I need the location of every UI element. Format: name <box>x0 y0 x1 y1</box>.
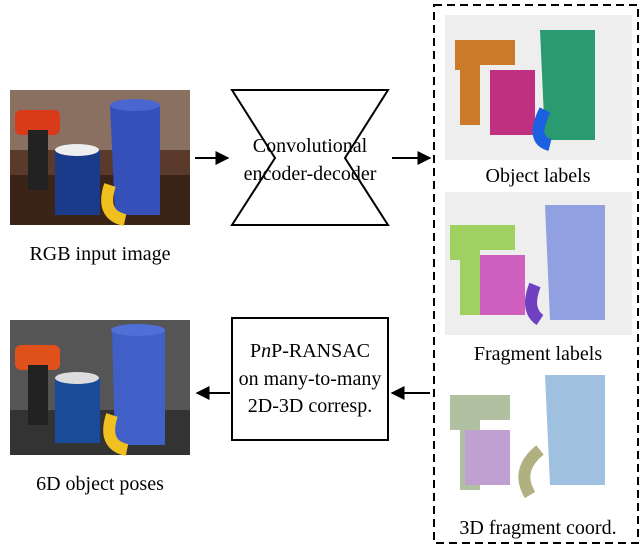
pnp-box <box>231 317 389 441</box>
fragment-labels-image <box>445 192 632 335</box>
output-label: 3D fragment coord. <box>459 517 616 539</box>
fragment-coord-image <box>445 368 632 510</box>
output-label: Object labels <box>486 165 591 187</box>
pnp-title-part: P <box>250 340 261 362</box>
input-image <box>10 90 190 226</box>
pnp-title-part: n <box>261 340 271 362</box>
encoder-text: Convolutional <box>253 135 368 157</box>
pnp-text: 2D-3D corresp. <box>248 395 372 417</box>
pnp-title: PnP-RANSAC <box>250 340 370 362</box>
pnp-text: on many-to-many <box>239 368 382 390</box>
output-box <box>433 4 639 544</box>
input-label: RGB input image <box>29 243 170 265</box>
output-label: Fragment labels <box>474 343 603 365</box>
result-image <box>10 320 190 456</box>
pnp-title-part: P-RANSAC <box>271 340 370 362</box>
encoder-text: encoder-decoder <box>244 163 377 185</box>
encoder-shape <box>230 89 390 226</box>
result-label: 6D object poses <box>36 473 164 495</box>
object-labels-image <box>445 15 632 160</box>
